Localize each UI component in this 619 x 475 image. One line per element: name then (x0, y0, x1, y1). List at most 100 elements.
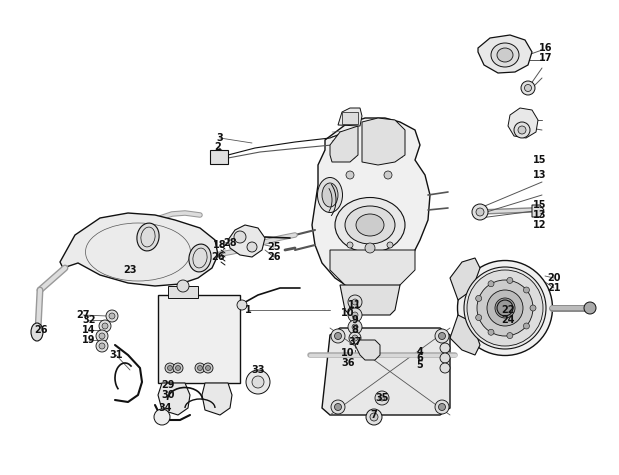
Circle shape (177, 280, 189, 292)
Text: 22: 22 (501, 305, 515, 315)
Polygon shape (362, 118, 405, 165)
Circle shape (384, 171, 392, 179)
Text: 25: 25 (267, 242, 281, 252)
Polygon shape (450, 315, 480, 355)
Text: 16: 16 (539, 43, 553, 53)
Text: 37: 37 (348, 337, 361, 347)
Text: 6: 6 (417, 353, 423, 363)
Circle shape (347, 242, 353, 248)
Text: 10: 10 (341, 348, 355, 358)
Circle shape (365, 243, 375, 253)
Circle shape (440, 343, 450, 353)
Ellipse shape (137, 223, 159, 251)
Circle shape (488, 281, 494, 287)
Circle shape (96, 340, 108, 352)
Circle shape (366, 409, 382, 425)
Circle shape (247, 242, 257, 252)
Circle shape (438, 403, 446, 410)
Text: 3: 3 (217, 133, 223, 143)
Circle shape (346, 171, 354, 179)
Polygon shape (322, 328, 450, 415)
Text: 31: 31 (109, 350, 123, 360)
Circle shape (331, 400, 345, 414)
Text: 12: 12 (533, 220, 547, 230)
Ellipse shape (497, 48, 513, 62)
Text: 29: 29 (162, 380, 175, 390)
Circle shape (334, 403, 342, 410)
Text: 17: 17 (539, 53, 553, 63)
Polygon shape (312, 118, 430, 290)
Circle shape (507, 277, 513, 284)
Bar (210, 150, 228, 164)
Circle shape (195, 363, 205, 373)
Polygon shape (340, 285, 400, 315)
Circle shape (106, 310, 118, 322)
Text: 19: 19 (82, 335, 96, 345)
Circle shape (379, 395, 385, 401)
Text: 13: 13 (533, 170, 547, 180)
Polygon shape (60, 213, 218, 286)
Bar (158, 295, 240, 383)
Text: 7: 7 (371, 410, 378, 420)
Ellipse shape (189, 244, 211, 272)
Circle shape (584, 302, 596, 314)
Circle shape (246, 370, 270, 394)
Polygon shape (158, 383, 190, 415)
Circle shape (507, 332, 513, 339)
Circle shape (440, 363, 450, 373)
Ellipse shape (491, 43, 519, 67)
Text: 15: 15 (533, 155, 547, 165)
Text: 30: 30 (162, 390, 175, 400)
Polygon shape (508, 108, 538, 138)
Circle shape (349, 332, 361, 344)
Circle shape (237, 300, 247, 310)
Text: 26: 26 (211, 252, 225, 262)
Text: 18: 18 (213, 240, 227, 250)
Ellipse shape (322, 183, 338, 207)
Circle shape (438, 332, 446, 340)
Text: 4: 4 (417, 347, 423, 357)
Circle shape (435, 400, 449, 414)
Ellipse shape (335, 198, 405, 253)
Circle shape (476, 208, 484, 216)
Polygon shape (478, 35, 532, 73)
Polygon shape (202, 383, 232, 415)
Circle shape (370, 413, 378, 421)
Polygon shape (532, 205, 544, 217)
Text: 36: 36 (341, 358, 355, 368)
Text: 35: 35 (375, 393, 389, 403)
Ellipse shape (464, 267, 546, 349)
Ellipse shape (345, 206, 395, 244)
Text: 5: 5 (417, 360, 423, 370)
Circle shape (203, 363, 213, 373)
Circle shape (524, 323, 529, 329)
Ellipse shape (318, 178, 342, 212)
Circle shape (168, 365, 173, 371)
Polygon shape (330, 126, 358, 162)
Circle shape (234, 231, 246, 243)
Circle shape (99, 343, 105, 349)
Circle shape (524, 287, 529, 293)
Circle shape (176, 365, 181, 371)
Circle shape (472, 204, 488, 220)
Ellipse shape (457, 260, 553, 355)
Polygon shape (338, 108, 362, 126)
Circle shape (524, 85, 532, 92)
Polygon shape (228, 225, 265, 257)
Polygon shape (355, 340, 380, 360)
Circle shape (495, 298, 515, 318)
Circle shape (252, 376, 264, 388)
Circle shape (352, 324, 358, 330)
Text: 34: 34 (158, 403, 171, 413)
Circle shape (348, 308, 362, 322)
Circle shape (173, 363, 183, 373)
Text: 26: 26 (267, 252, 281, 262)
Text: 9: 9 (352, 315, 358, 325)
Circle shape (99, 320, 111, 332)
Circle shape (109, 313, 115, 319)
Text: 28: 28 (223, 238, 237, 248)
Circle shape (518, 126, 526, 134)
Circle shape (477, 280, 533, 336)
Circle shape (197, 365, 202, 371)
Circle shape (352, 299, 358, 305)
